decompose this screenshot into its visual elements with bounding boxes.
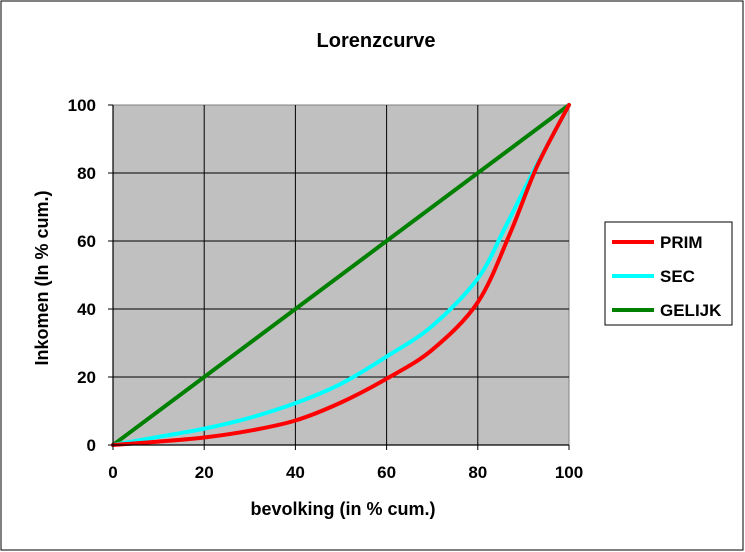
x-tick-label: 80 bbox=[468, 463, 487, 482]
y-tick-label: 0 bbox=[87, 436, 96, 455]
legend-box bbox=[604, 221, 733, 326]
series-layer bbox=[111, 103, 571, 447]
series-line-gelijk bbox=[111, 103, 571, 447]
x-tick-label: 100 bbox=[555, 463, 583, 482]
x-tick-label: 0 bbox=[108, 463, 117, 482]
legend: PRIM SEC GELIJK bbox=[604, 221, 733, 326]
y-axis-label: Inkomen (In % cum.) bbox=[32, 190, 52, 365]
y-tick-label: 80 bbox=[77, 164, 96, 183]
legend-label-sec: SEC bbox=[660, 267, 695, 286]
y-tick-label: 60 bbox=[77, 232, 96, 251]
series-line-sec bbox=[111, 103, 571, 447]
x-tick-label: 40 bbox=[286, 463, 305, 482]
x-tick-label: 60 bbox=[377, 463, 396, 482]
x-tick-label: 20 bbox=[195, 463, 214, 482]
legend-label-prim: PRIM bbox=[660, 233, 703, 252]
chart-title: Lorenzcurve bbox=[317, 30, 436, 52]
grid-lines bbox=[113, 105, 569, 445]
y-tick-label: 40 bbox=[77, 300, 96, 319]
y-tick-label: 20 bbox=[77, 368, 96, 387]
x-axis-label: bevolking (in % cum.) bbox=[250, 499, 435, 519]
legend-label-gelijk: GELIJK bbox=[660, 301, 722, 320]
y-tick-label: 100 bbox=[68, 96, 96, 115]
series-line-prim bbox=[111, 103, 571, 447]
axes: 0 20 40 60 80 100 0 20 40 60 80 100 bbox=[68, 96, 584, 482]
